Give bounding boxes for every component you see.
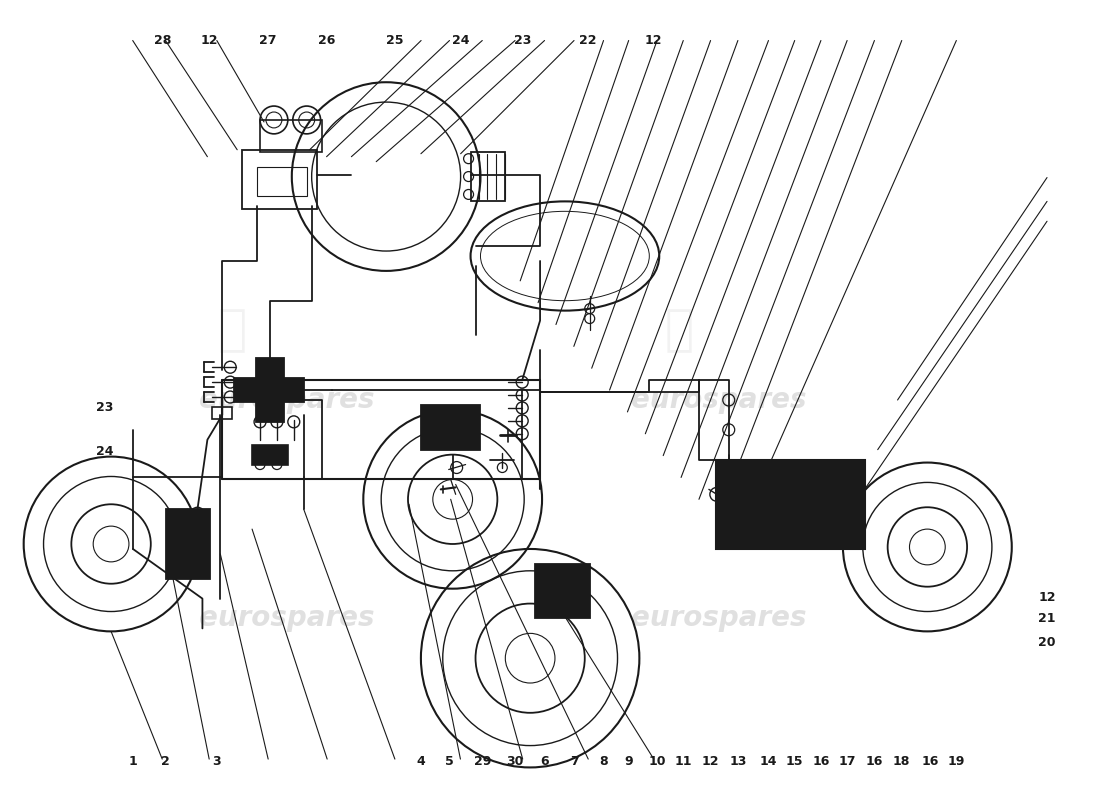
Text: 25: 25 (386, 34, 404, 47)
Text: 1: 1 (129, 755, 138, 768)
Text: 16: 16 (866, 755, 883, 768)
Text: 2: 2 (161, 755, 169, 768)
Text: 🐂: 🐂 (218, 306, 246, 354)
Text: 🐂: 🐂 (664, 306, 694, 354)
Text: 12: 12 (200, 34, 218, 47)
Bar (471, 152, 505, 202)
Text: 17: 17 (838, 755, 856, 768)
Text: 30: 30 (506, 755, 524, 768)
Text: 22: 22 (580, 34, 597, 47)
Text: 20: 20 (1038, 636, 1056, 649)
Text: 12: 12 (645, 34, 662, 47)
Text: eurospares: eurospares (631, 605, 806, 633)
Text: 13: 13 (729, 755, 747, 768)
Text: 24: 24 (452, 34, 470, 47)
Bar (260, 120, 321, 152)
Text: 8: 8 (600, 755, 608, 768)
Text: 26: 26 (319, 34, 336, 47)
Bar (716, 459, 865, 549)
Text: 28: 28 (154, 34, 170, 47)
Bar (252, 445, 288, 465)
Text: 23: 23 (514, 34, 531, 47)
Bar (234, 378, 304, 402)
Text: 29: 29 (474, 755, 491, 768)
Text: 9: 9 (625, 755, 632, 768)
Text: 21: 21 (1038, 612, 1056, 625)
Bar (535, 564, 590, 618)
Text: eurospares: eurospares (631, 386, 806, 414)
Text: 3: 3 (212, 755, 221, 768)
Bar (256, 358, 284, 422)
Bar (212, 407, 232, 419)
Text: 6: 6 (540, 755, 549, 768)
Bar (257, 166, 307, 197)
Text: 19: 19 (948, 755, 965, 768)
Text: eurospares: eurospares (199, 386, 375, 414)
Bar (421, 405, 481, 450)
Text: 16: 16 (922, 755, 938, 768)
Text: 12: 12 (702, 755, 719, 768)
Text: 12: 12 (1038, 590, 1056, 603)
Text: 18: 18 (893, 755, 911, 768)
Text: 23: 23 (96, 402, 113, 414)
Text: 15: 15 (785, 755, 803, 768)
Bar (242, 150, 317, 210)
Text: 10: 10 (648, 755, 666, 768)
Text: 14: 14 (760, 755, 778, 768)
Bar (166, 510, 210, 578)
Text: 16: 16 (812, 755, 829, 768)
Text: 5: 5 (446, 755, 454, 768)
Text: eurospares: eurospares (199, 605, 375, 633)
Text: 24: 24 (96, 445, 113, 458)
Text: 4: 4 (417, 755, 426, 768)
Text: 27: 27 (260, 34, 277, 47)
Text: 11: 11 (674, 755, 692, 768)
Text: 7: 7 (570, 755, 579, 768)
